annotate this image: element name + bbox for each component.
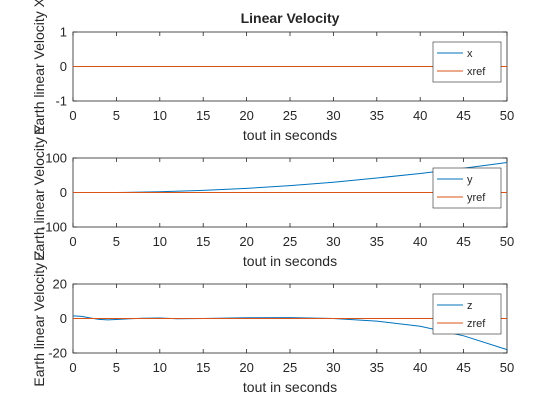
x-tick-label: 40 (413, 108, 427, 123)
x-axis-label: tout in seconds (243, 127, 337, 143)
legend-label-z: z (467, 300, 473, 312)
x-tick-label: 15 (196, 234, 210, 249)
x-tick-label: 25 (283, 234, 297, 249)
legend-label-y: y (467, 174, 473, 186)
x-axis-label: tout in seconds (243, 253, 337, 269)
x-tick-label: 40 (413, 234, 427, 249)
x-tick-label: 25 (283, 108, 297, 123)
y-tick-label: 20 (53, 277, 67, 292)
x-tick-label: 35 (370, 234, 384, 249)
x-tick-label: 20 (239, 360, 253, 375)
legend-box (432, 293, 502, 335)
x-tick-label: 5 (113, 360, 120, 375)
y-tick-label: 1 (60, 25, 67, 40)
x-tick-label: 30 (326, 108, 340, 123)
x-tick-label: 30 (326, 360, 340, 375)
x-tick-label: 10 (153, 234, 167, 249)
x-tick-label: 20 (239, 108, 253, 123)
legend-box (432, 167, 502, 209)
legend-label-zref: zref (467, 318, 486, 330)
x-tick-label: 15 (196, 108, 210, 123)
x-tick-label: 15 (196, 360, 210, 375)
x-tick-label: 35 (370, 108, 384, 123)
x-tick-label: 10 (153, 360, 167, 375)
x-tick-label: 45 (456, 108, 470, 123)
x-tick-label: 50 (500, 108, 514, 123)
x-tick-label: 0 (69, 234, 76, 249)
x-tick-label: 25 (283, 360, 297, 375)
x-tick-label: 0 (69, 108, 76, 123)
x-tick-label: 50 (500, 360, 514, 375)
x-tick-label: 5 (113, 234, 120, 249)
x-axis-label: tout in seconds (243, 379, 337, 395)
y-tick-label: 0 (60, 311, 67, 326)
y-tick-label: -1 (55, 94, 67, 109)
legend-box (432, 41, 502, 83)
y-tick-label: 100 (45, 151, 67, 166)
y-tick-label: -20 (48, 346, 67, 361)
y-tick-label: -100 (41, 220, 67, 235)
x-tick-label: 45 (456, 360, 470, 375)
x-tick-label: 30 (326, 234, 340, 249)
x-tick-label: 50 (500, 234, 514, 249)
legend-label-xref: xref (467, 66, 486, 78)
legend-label-yref: yref (467, 192, 486, 204)
y-axis-label: Earth linear Velocity Y (31, 123, 47, 260)
legend-label-x: x (467, 48, 473, 60)
y-tick-label: 0 (60, 185, 67, 200)
x-tick-label: 10 (153, 108, 167, 123)
y-tick-label: 0 (60, 59, 67, 74)
y-axis-label: Earth linear Velocity Z (31, 250, 47, 387)
x-tick-label: 20 (239, 234, 253, 249)
x-tick-label: 40 (413, 360, 427, 375)
x-tick-label: 35 (370, 360, 384, 375)
y-axis-label: Earth linear Velocity X (31, 0, 47, 135)
x-tick-label: 0 (69, 360, 76, 375)
x-tick-label: 5 (113, 108, 120, 123)
chart-title: Linear Velocity (241, 10, 340, 26)
x-tick-label: 45 (456, 234, 470, 249)
